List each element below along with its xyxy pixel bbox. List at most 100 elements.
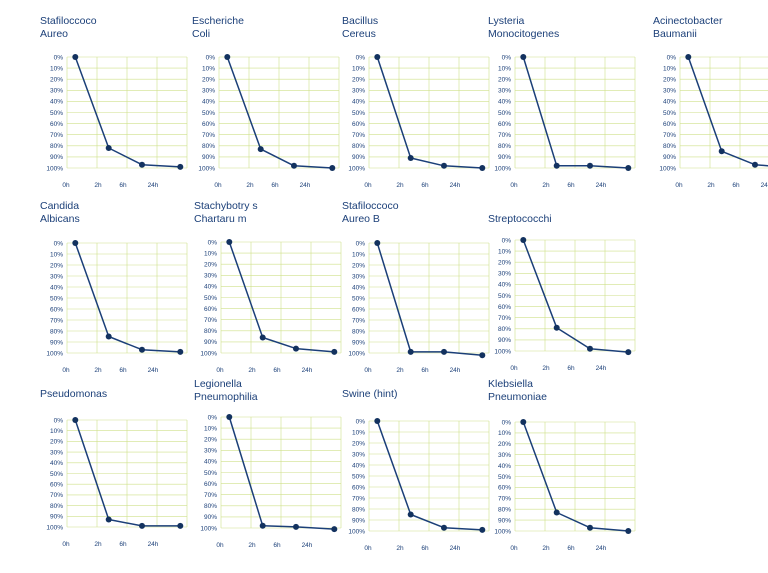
y-tick-label: 50% <box>50 110 63 117</box>
x-tick-label: 6h <box>119 182 127 189</box>
y-tick-label: 60% <box>352 121 365 128</box>
y-tick-label: 60% <box>498 121 511 128</box>
data-point <box>479 352 486 359</box>
x-tick-label: 2h <box>246 182 254 189</box>
chart-title: Stafiloccoco Aureo B <box>342 200 399 225</box>
chart-svg: 0% 10% 20% 30% 40% 50% 60% 70% 80% 90% 100% 0h 2h 6h 2… <box>348 418 490 552</box>
y-tick-label: 60% <box>498 304 511 311</box>
y-tick-label: 50% <box>202 110 215 117</box>
data-point <box>441 348 447 355</box>
y-tick-label: 10% <box>50 65 63 72</box>
y-tick-label: 60% <box>202 121 215 128</box>
chart-panel: Stafiloccoco Aureo 0% 10% 20% 30% 40% 50% 60% 70… <box>40 15 188 195</box>
x-tick-label: 2h <box>707 182 715 189</box>
grid <box>679 56 768 169</box>
y-tick-label: 30% <box>663 88 676 95</box>
y-tick-label: 50% <box>204 295 217 302</box>
chart-title: Candida Albicans <box>40 200 80 225</box>
data-point <box>479 526 486 533</box>
grid <box>66 56 188 169</box>
y-tick-label: 90% <box>50 154 63 161</box>
x-tick-label: 2h <box>94 367 102 374</box>
data-point <box>407 348 414 355</box>
y-tick-label: 70% <box>352 317 365 324</box>
y-tick-label: 30% <box>202 88 215 95</box>
series-line <box>522 421 629 532</box>
series-line <box>687 56 768 167</box>
y-tick-label: 80% <box>202 143 215 150</box>
grid <box>220 241 342 354</box>
x-tick-label: 2h <box>542 182 550 189</box>
x-tick-label: 6h <box>567 182 575 189</box>
y-tick-label: 100% <box>494 348 511 355</box>
chart-panel: Streptococchi 0% 10% 20% 30% 40% 50% 60% 70% 80% 9… <box>488 213 636 393</box>
y-tick-label: 0% <box>502 54 512 61</box>
y-tick-label: 20% <box>498 77 511 84</box>
y-tick-label: 0% <box>208 414 218 421</box>
data-point <box>139 522 145 529</box>
y-tick-label: 20% <box>352 262 365 269</box>
y-tick-label: 90% <box>202 154 215 161</box>
y-tick-label: 100% <box>494 528 511 535</box>
y-tick-label: 40% <box>352 99 365 106</box>
y-tick-label: 20% <box>352 77 365 84</box>
chart-svg: 0% 10% 20% 30% 40% 50% 60% 70% 80% 90% 100% 0h 2h 6h 2… <box>348 54 490 189</box>
series-line <box>228 416 335 530</box>
chart-panel: Bacillus Cereus 0% 10% 20% 30% 40% 50% 60% 70% 80… <box>342 15 490 195</box>
y-tick-label: 20% <box>204 262 217 269</box>
x-tick-label: 0h <box>364 182 372 189</box>
x-tick-label: 0h <box>216 367 224 374</box>
y-tick-label: 70% <box>352 132 365 139</box>
chart-title: Stachybotry s Chartaru m <box>194 200 258 225</box>
chart-panel: Candida Albicans 0% 10% 20% 30% 40% 50% 60% 70% 8… <box>40 200 188 380</box>
chart-title: Legionella Pneumophilia <box>194 378 258 403</box>
y-tick-label: 40% <box>498 463 511 470</box>
data-point <box>331 526 338 533</box>
series-line <box>376 420 483 531</box>
y-tick-label: 90% <box>498 337 511 344</box>
y-tick-label: 20% <box>202 77 215 84</box>
x-tick-label: 2h <box>248 542 256 549</box>
y-tick-label: 10% <box>202 65 215 72</box>
y-tick-label: 90% <box>352 154 365 161</box>
y-tick-label: 100% <box>198 165 215 172</box>
chart-panel: Stafiloccoco Aureo B 0% 10% 20% 30% 40% 50% 60%… <box>342 200 490 380</box>
x-tick-label: 0h <box>510 182 518 189</box>
y-tick-label: 60% <box>663 121 676 128</box>
data-point <box>374 418 381 424</box>
y-tick-label: 70% <box>50 132 63 139</box>
x-tick-label: 24h <box>596 545 607 552</box>
y-tick-label: 60% <box>50 306 63 313</box>
data-point <box>407 155 414 161</box>
data-point <box>553 324 560 331</box>
y-tick-label: 100% <box>46 524 63 531</box>
series-line <box>522 239 629 353</box>
x-tick-label: 6h <box>119 367 127 374</box>
y-tick-label: 70% <box>202 132 215 139</box>
y-tick-label: 90% <box>498 154 511 161</box>
y-tick-label: 40% <box>202 99 215 106</box>
x-tick-label: 24h <box>596 365 607 372</box>
chart-panel: Lysteria Monocitogenes 0% 10% 20% 30% 40% 50% 6… <box>488 15 636 195</box>
y-tick-label: 10% <box>498 65 511 72</box>
data-point <box>587 345 593 352</box>
x-tick-label: 2h <box>396 367 404 374</box>
series-line <box>376 56 483 169</box>
y-tick-label: 50% <box>50 471 63 478</box>
x-tick-label: 6h <box>567 365 575 372</box>
y-tick-label: 50% <box>352 473 365 480</box>
data-point <box>139 346 145 353</box>
data-point <box>293 345 299 352</box>
y-tick-label: 40% <box>204 459 217 466</box>
x-tick-label: 0h <box>62 541 70 548</box>
x-tick-label: 24h <box>300 182 311 189</box>
chart-panel: Acinectobacter Baumanii 0% 10% 20% 30% 40% 50%… <box>653 15 768 195</box>
data-point <box>293 523 299 530</box>
y-tick-label: 0% <box>667 54 677 61</box>
y-tick-label: 40% <box>352 462 365 469</box>
data-point <box>105 333 112 340</box>
y-tick-label: 70% <box>663 132 676 139</box>
y-tick-label: 100% <box>200 350 217 357</box>
y-tick-label: 60% <box>204 306 217 313</box>
chart-title: Swine (hint) <box>342 388 398 400</box>
